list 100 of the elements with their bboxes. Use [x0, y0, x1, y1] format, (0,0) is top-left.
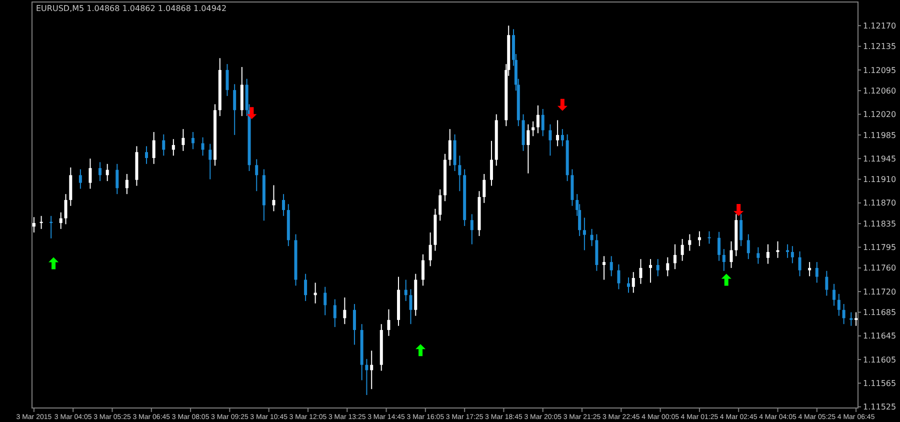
candlestick: [708, 230, 711, 244]
candlestick: [438, 188, 442, 222]
candlestick: [639, 258, 642, 284]
candlestick: [428, 232, 432, 267]
candlestick: [776, 240, 780, 258]
candlestick: [730, 240, 733, 268]
candlestick: [680, 238, 684, 262]
candlestick: [106, 163, 109, 182]
point: [557, 98, 568, 111]
candlestick: [798, 250, 802, 277]
candlestick: [343, 296, 346, 325]
candlestick: [842, 303, 846, 325]
y-tick-label: 1.12170: [863, 21, 896, 30]
candlestick: [582, 217, 586, 251]
candlestick: [470, 214, 474, 245]
candlestick: [162, 134, 166, 156]
candlestick: [88, 158, 92, 190]
candlestick: [602, 256, 606, 280]
point: [48, 257, 59, 270]
candlestick: [352, 303, 356, 346]
candlestick: [837, 293, 840, 316]
y-tick-label: 1.11645: [863, 332, 896, 341]
candlestick: [627, 276, 630, 294]
candlestick: [404, 279, 408, 302]
candlestick: [145, 146, 148, 164]
y-tick-label: 1.11795: [863, 243, 896, 252]
y-tick-label: 1.11605: [863, 355, 896, 364]
candlestick: [649, 258, 652, 284]
candlestick: [448, 128, 452, 166]
candlestick: [825, 270, 828, 296]
y-tick-label: 1.11565: [863, 378, 896, 388]
candlestick: [790, 246, 794, 264]
y-tick-label: 1.11870: [863, 198, 896, 208]
y-tick-label: 1.11985: [863, 130, 896, 140]
candlestick: [740, 214, 743, 247]
candlestick: [590, 228, 594, 247]
candlestick: [365, 358, 368, 396]
candlestick: [632, 272, 635, 294]
candlestick: [850, 312, 853, 326]
candlestick: [32, 216, 36, 233]
candlestick: [666, 256, 670, 277]
candlestick: [370, 350, 374, 390]
y-tick-label: 1.12095: [863, 66, 896, 75]
point: [734, 204, 744, 216]
candlestick: [541, 108, 544, 137]
candlestick: [673, 244, 676, 270]
y-tick-label: 1.12020: [863, 110, 896, 120]
candlestick: [125, 173, 128, 195]
candlestick: [548, 124, 552, 156]
y-tick-label: 1.11910: [863, 175, 896, 184]
candlestick: [59, 212, 62, 230]
point: [416, 344, 426, 356]
candlestick: [172, 138, 175, 156]
candlestick: [482, 173, 486, 204]
candlestick: [808, 262, 812, 277]
candlestick: [815, 262, 818, 284]
y-tick-label: 1.11760: [863, 264, 896, 273]
candlestick: [556, 120, 560, 147]
candlestick: [756, 246, 760, 264]
candlestick: [536, 104, 540, 134]
y-tick-label: 1.11720: [863, 287, 896, 296]
candlestick: [656, 258, 660, 277]
candlestick: [610, 256, 613, 277]
candlestick: [722, 248, 726, 272]
candlestick: [786, 244, 790, 258]
candlestick: [282, 194, 286, 216]
candlestick: [233, 84, 236, 136]
candlestick: [409, 288, 412, 325]
candlestick: [116, 163, 119, 195]
candlestick: [78, 168, 82, 190]
candlestick: [304, 273, 308, 302]
candlestick: [333, 298, 336, 328]
candlestick: [64, 194, 68, 225]
candlestick: [387, 308, 390, 336]
y-tick-label: 1.12060: [863, 86, 896, 96]
candlestick: [746, 234, 750, 260]
chart-title: EURUSD,M5 1.04868 1.04862 1.04868 1.04942: [36, 4, 227, 13]
candlestick: [698, 230, 701, 247]
candlestick: [718, 231, 721, 262]
candlestick: [458, 155, 462, 192]
candlestick: [272, 184, 276, 212]
candlestick: [526, 124, 530, 174]
candlestick: [490, 140, 493, 186]
candlestick: [98, 162, 102, 182]
y-tick-label: 1.11945: [863, 154, 896, 164]
y-tick-label: 1.11835: [863, 219, 896, 228]
candlestick: [688, 234, 692, 252]
candlestick: [152, 132, 156, 164]
candlestick: [560, 128, 564, 147]
candlestick: [255, 158, 258, 192]
point: [246, 107, 257, 120]
y-tick-label: 1.12135: [863, 42, 896, 52]
candlestick: [191, 132, 194, 150]
candlestick: [421, 254, 424, 286]
point: [721, 274, 732, 286]
y-tick-label: 1.11525: [863, 402, 896, 412]
candlestick: [208, 143, 212, 180]
candlestick: [201, 136, 204, 156]
candlestick: [617, 264, 620, 290]
candlestick: [832, 283, 836, 306]
